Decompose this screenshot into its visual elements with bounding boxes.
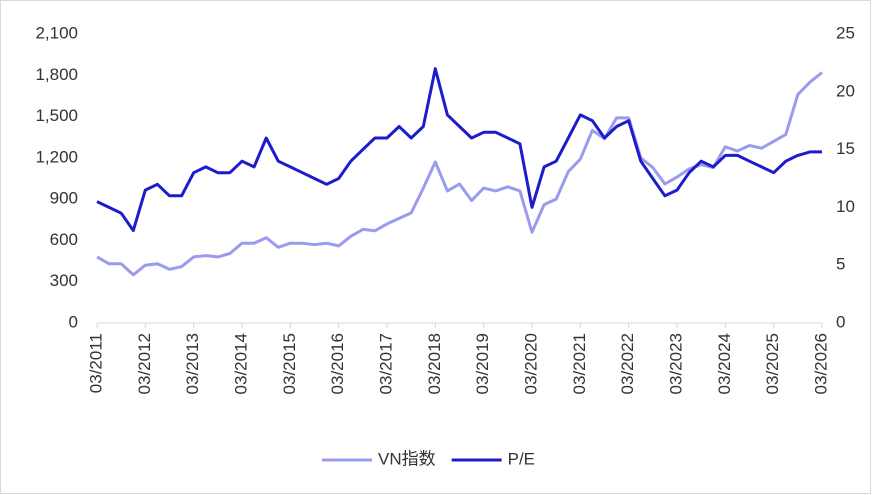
x-tick-label: 03/2025	[763, 333, 782, 394]
legend-label: VN指数	[378, 449, 436, 468]
y2-tick-label: 10	[836, 197, 855, 216]
y-tick-label: 1,200	[35, 147, 78, 166]
y-tick-label: 2,100	[35, 23, 78, 42]
y-tick-label: 900	[50, 189, 78, 208]
x-tick-label: 03/2019	[473, 333, 492, 394]
y2-tick-label: 0	[836, 312, 845, 331]
series-line	[96, 67, 822, 232]
y-tick-label: 0	[69, 312, 78, 331]
x-tick-label: 03/2011	[86, 333, 105, 393]
series-line	[96, 71, 823, 277]
y-tick-label: 300	[50, 271, 78, 290]
x-tick-label: 03/2015	[280, 333, 299, 394]
x-tick-label: 03/2020	[521, 333, 540, 394]
x-tick-label: 03/2022	[618, 333, 637, 394]
x-tick-label: 03/2016	[328, 333, 347, 394]
x-tick-label: 03/2023	[666, 333, 685, 394]
x-tick-label: 03/2026	[811, 333, 830, 394]
x-tick-label: 03/2017	[376, 333, 395, 394]
y2-tick-label: 25	[836, 23, 855, 42]
x-tick-label: 03/2014	[231, 333, 250, 394]
x-tick-label: 03/2012	[135, 333, 154, 394]
legend-label: P/E	[508, 449, 535, 468]
x-tick-label: 03/2024	[715, 333, 734, 394]
y2-tick-label: 15	[836, 139, 855, 158]
y2-tick-label: 5	[836, 255, 845, 274]
y2-tick-label: 20	[836, 81, 855, 100]
x-tick-label: 03/2013	[183, 333, 202, 394]
x-tick-label: 03/2018	[425, 333, 444, 394]
y-tick-label: 1,800	[35, 65, 78, 84]
y-tick-label: 600	[50, 230, 78, 249]
x-tick-label: 03/2021	[570, 333, 589, 394]
y-tick-label: 1,500	[35, 106, 78, 125]
